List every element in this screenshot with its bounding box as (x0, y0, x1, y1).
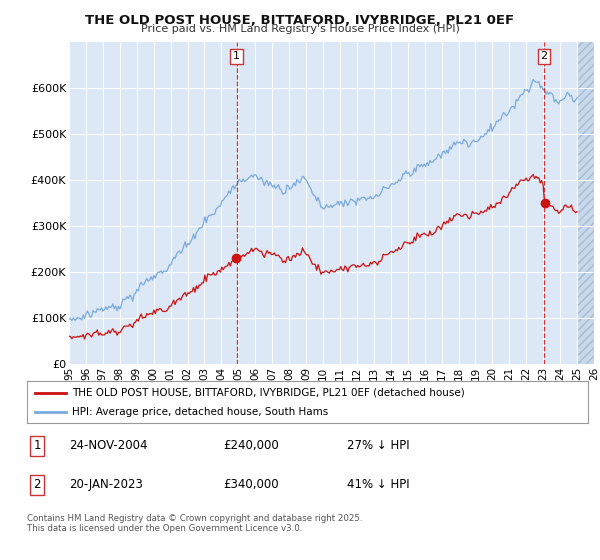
Text: 27% ↓ HPI: 27% ↓ HPI (347, 439, 409, 452)
Bar (577, 42, 600, 364)
Text: 41% ↓ HPI: 41% ↓ HPI (347, 478, 409, 491)
Text: THE OLD POST HOUSE, BITTAFORD, IVYBRIDGE, PL21 0EF (detached house): THE OLD POST HOUSE, BITTAFORD, IVYBRIDGE… (72, 388, 464, 398)
Text: THE OLD POST HOUSE, BITTAFORD, IVYBRIDGE, PL21 0EF: THE OLD POST HOUSE, BITTAFORD, IVYBRIDGE… (85, 14, 515, 27)
Text: 2: 2 (541, 52, 548, 62)
Text: 20-JAN-2023: 20-JAN-2023 (69, 478, 143, 491)
Text: 1: 1 (34, 439, 41, 452)
Text: 1: 1 (233, 52, 240, 62)
Text: 2: 2 (34, 478, 41, 491)
Text: 24-NOV-2004: 24-NOV-2004 (69, 439, 148, 452)
Text: HPI: Average price, detached house, South Hams: HPI: Average price, detached house, Sout… (72, 407, 328, 417)
Text: £240,000: £240,000 (223, 439, 279, 452)
Text: Contains HM Land Registry data © Crown copyright and database right 2025.
This d: Contains HM Land Registry data © Crown c… (27, 514, 362, 534)
Text: £340,000: £340,000 (223, 478, 279, 491)
Text: Price paid vs. HM Land Registry's House Price Index (HPI): Price paid vs. HM Land Registry's House … (140, 24, 460, 34)
